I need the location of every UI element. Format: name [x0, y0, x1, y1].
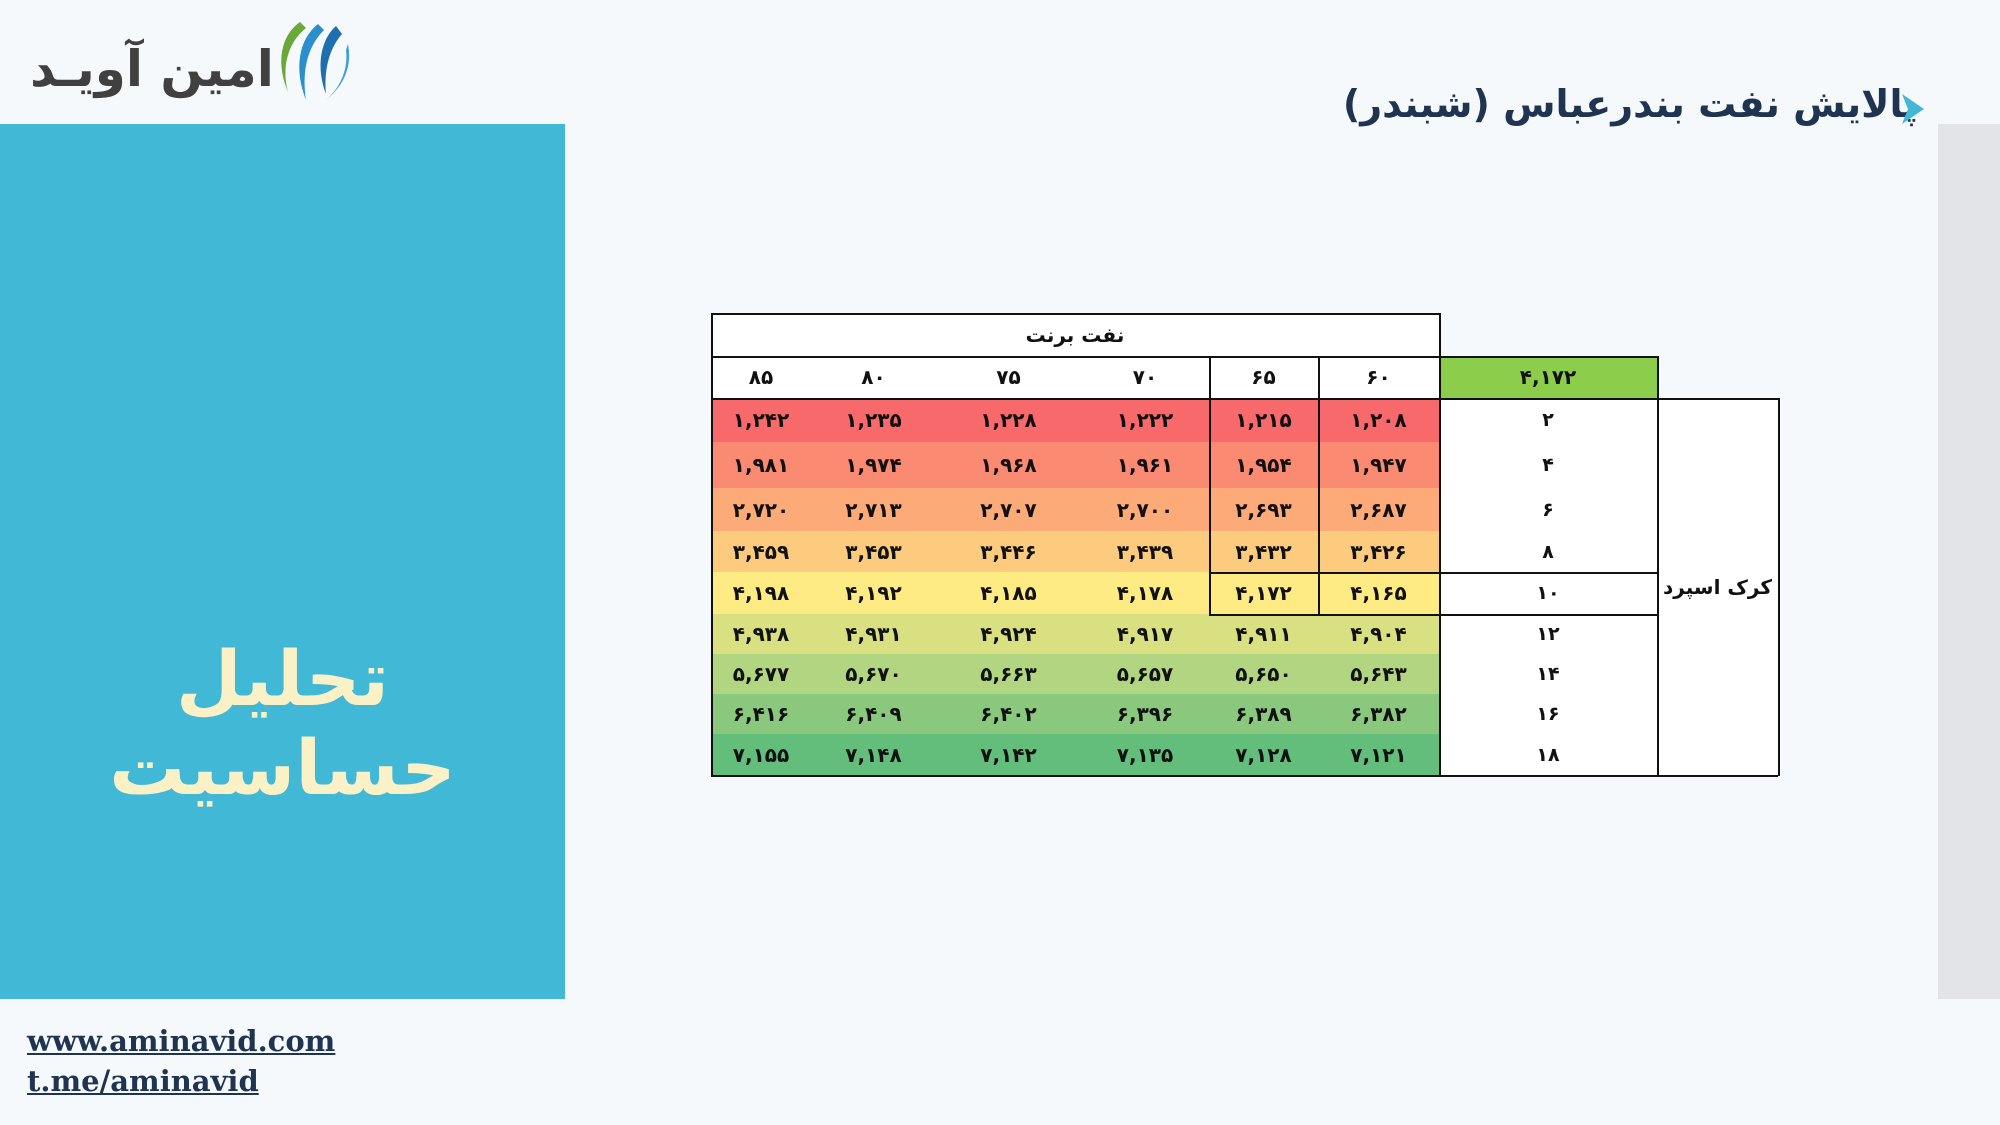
spread-border-right: [1657, 356, 1659, 776]
table-cell: ۱,۹۶۸: [936, 442, 1081, 488]
row-label: ۱۴: [1439, 654, 1657, 694]
table-border-bottom: [711, 775, 1778, 777]
logo: امین آویـد: [30, 14, 350, 106]
row-label: ۶: [1439, 488, 1657, 531]
column-header: ۶۵: [1209, 356, 1318, 398]
table-border-left: [711, 313, 713, 776]
table-cell: ۱,۲۲۲: [1081, 398, 1209, 442]
column-header: ۷۵: [936, 356, 1081, 398]
section-title: تحلیل حساسیت: [109, 634, 456, 812]
section-panel: تحلیل حساسیت: [0, 124, 565, 999]
column-group-header: نفت برنت: [711, 313, 1439, 356]
group-border-top: [1657, 398, 1778, 400]
column-header: ۸۰: [811, 356, 936, 398]
table-cell: ۱,۲۳۵: [811, 398, 936, 442]
header-divider: [711, 398, 1778, 400]
table-cell: ۱,۲۲۸: [936, 398, 1081, 442]
table-cell: ۴,۱۹۸: [711, 572, 811, 614]
table-cell: ۴,۹۳۱: [811, 614, 936, 654]
table-cell: ۴,۱۸۵: [936, 572, 1081, 614]
table-cell: ۱,۹۴۷: [1318, 442, 1439, 488]
table-cell: ۶,۳۹۶: [1081, 694, 1209, 734]
table-cell: ۳,۴۳۹: [1081, 531, 1209, 572]
table-cell: ۷,۱۴۸: [811, 734, 936, 776]
table-border-top: [711, 313, 1440, 315]
table-cell: ۴,۱۷۸: [1081, 572, 1209, 614]
table-cell: ۶,۴۰۹: [811, 694, 936, 734]
table-cell: ۵,۶۵۰: [1209, 654, 1318, 694]
column-header: ۸۵: [711, 356, 811, 398]
row-label: ۱۰: [1439, 572, 1657, 614]
base-highlight-border: [1209, 614, 1657, 616]
row-label: ۱۲: [1439, 614, 1657, 654]
table-cell: ۲,۷۲۰: [711, 488, 811, 531]
table-cell: ۳,۴۴۶: [936, 531, 1081, 572]
table-cell: ۳,۴۲۶: [1318, 531, 1439, 572]
column-header: ۷۰: [1081, 356, 1209, 398]
base-highlight-border: [1209, 356, 1211, 614]
table-cell: ۱,۹۶۱: [1081, 442, 1209, 488]
corner-border: [1439, 356, 1658, 358]
table-cell: ۴,۱۹۲: [811, 572, 936, 614]
table-cell: ۷,۱۲۱: [1318, 734, 1439, 776]
table-cell: ۵,۶۴۳: [1318, 654, 1439, 694]
page-title: پالایش نفت بندرعباس (شبندر): [1342, 82, 1918, 126]
row-label: ۱۶: [1439, 694, 1657, 734]
table-cell: ۴,۹۲۴: [936, 614, 1081, 654]
base-value-cell: ۴,۱۷۲: [1439, 356, 1657, 398]
table-cell: ۳,۴۳۲: [1209, 531, 1318, 572]
table-cell: ۴,۱۷۲: [1209, 572, 1318, 614]
table-cell: ۴,۹۱۷: [1081, 614, 1209, 654]
table-cell: ۳,۴۵۹: [711, 531, 811, 572]
table-border-mid: [1439, 313, 1441, 776]
row-label: ۱۸: [1439, 734, 1657, 776]
table-cell: ۱,۲۴۲: [711, 398, 811, 442]
table-cell: ۶,۳۸۲: [1318, 694, 1439, 734]
table-cell: ۶,۳۸۹: [1209, 694, 1318, 734]
row-label: ۸: [1439, 531, 1657, 572]
logo-text: امین آویـد: [30, 40, 274, 98]
base-highlight-border: [1318, 356, 1320, 614]
table-cell: ۵,۶۷۰: [811, 654, 936, 694]
table-cell: ۶,۴۱۶: [711, 694, 811, 734]
table-cell: ۲,۷۰۰: [1081, 488, 1209, 531]
table-cell: ۵,۶۵۷: [1081, 654, 1209, 694]
table-cell: ۷,۱۵۵: [711, 734, 811, 776]
table-cell: ۱,۲۰۸: [1318, 398, 1439, 442]
group-border-right: [1778, 398, 1780, 776]
table-cell: ۲,۷۰۷: [936, 488, 1081, 531]
row-label: ۴: [1439, 442, 1657, 488]
website-link[interactable]: www.aminavid.com: [27, 1024, 336, 1058]
table-cell: ۱,۹۸۱: [711, 442, 811, 488]
header-divider: [711, 356, 1657, 358]
table-cell: ۱,۹۵۴: [1209, 442, 1318, 488]
table-cell: ۴,۹۳۸: [711, 614, 811, 654]
table-cell: ۱,۲۱۵: [1209, 398, 1318, 442]
table-cell: ۲,۶۹۳: [1209, 488, 1318, 531]
table-cell: ۷,۱۴۲: [936, 734, 1081, 776]
table-cell: ۳,۴۵۳: [811, 531, 936, 572]
row-label: ۲: [1439, 398, 1657, 442]
table-cell: ۵,۶۷۷: [711, 654, 811, 694]
table-cell: ۲,۷۱۳: [811, 488, 936, 531]
table-cell: ۷,۱۲۸: [1209, 734, 1318, 776]
table-cell: ۱,۹۷۴: [811, 442, 936, 488]
base-highlight-border: [1209, 572, 1657, 574]
table-cell: ۴,۱۶۵: [1318, 572, 1439, 614]
table-cell: ۷,۱۳۵: [1081, 734, 1209, 776]
telegram-link[interactable]: t.me/aminavid: [27, 1064, 259, 1098]
table-cell: ۴,۹۰۴: [1318, 614, 1439, 654]
column-header: ۶۰: [1318, 356, 1439, 398]
table-cell: ۶,۴۰۲: [936, 694, 1081, 734]
chevron-right-icon: [1902, 94, 1924, 124]
table-cell: ۲,۶۸۷: [1318, 488, 1439, 531]
aminavid-logo-mark-icon: [281, 22, 350, 100]
table-cell: ۵,۶۶۳: [936, 654, 1081, 694]
row-group-header: کرک اسپرد: [1657, 398, 1778, 776]
side-strip: [1938, 124, 2000, 999]
table-cell: ۴,۹۱۱: [1209, 614, 1318, 654]
